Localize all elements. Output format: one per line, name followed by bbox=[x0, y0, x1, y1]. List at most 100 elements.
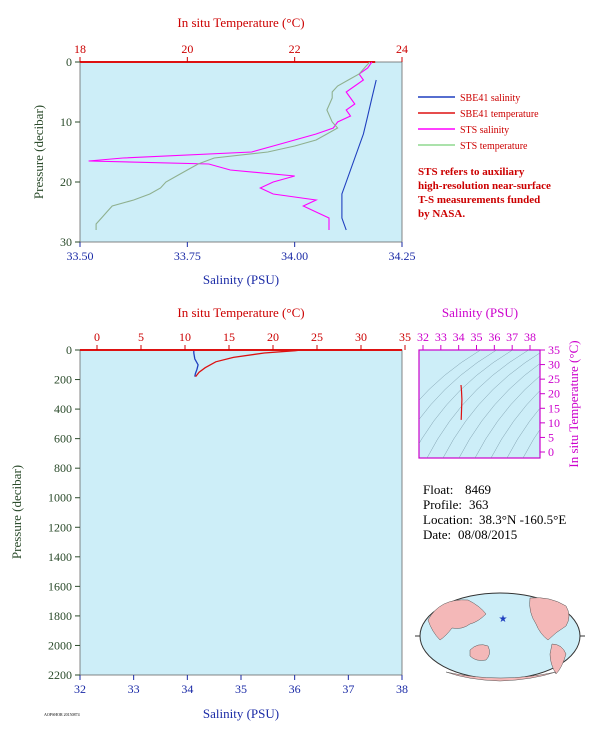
tick-label: 33.75 bbox=[174, 249, 201, 263]
ts-inset: Salinity (PSU) In situ Temperature (°C) … bbox=[417, 305, 601, 468]
tick-label: 30 bbox=[548, 358, 560, 372]
tick-label: 1800 bbox=[48, 609, 72, 623]
tick-label: 400 bbox=[54, 402, 72, 416]
tick-label: 30 bbox=[355, 330, 367, 344]
top-salinity-ticks: 33.50 33.75 34.00 34.25 bbox=[67, 242, 416, 263]
tick-label: 10 bbox=[179, 330, 191, 344]
map-land-south-america bbox=[549, 643, 567, 675]
top-salinity-axis-label: Salinity (PSU) bbox=[203, 272, 279, 287]
note-line-3: T-S measurements funded bbox=[418, 194, 540, 206]
tick-label: 0 bbox=[548, 445, 554, 459]
tick-label: 33 bbox=[128, 682, 140, 696]
profile-label: Profile: bbox=[423, 497, 462, 512]
profile-value: 363 bbox=[469, 497, 489, 512]
top-plot-series bbox=[80, 61, 377, 231]
top-pressure-axis-label: Pressure (decibar) bbox=[31, 105, 46, 199]
footer-code: AOPSHOR 20150874 bbox=[44, 712, 80, 717]
tick-label: 5 bbox=[548, 430, 554, 444]
series-line-sbe41-salinity bbox=[341, 79, 377, 231]
sts-note: STS refers to auxiliary high-resolution … bbox=[418, 166, 551, 220]
tick-label: 800 bbox=[54, 461, 72, 475]
top-temperature-ticks: 18 20 22 24 bbox=[74, 42, 408, 62]
bottom-chart: In situ Temperature (°C) Salinity (PSU) … bbox=[9, 305, 411, 721]
tick-label: 1000 bbox=[48, 491, 72, 505]
tick-label: 20 bbox=[267, 330, 279, 344]
density-contour bbox=[522, 428, 540, 458]
inset-temperature-axis-label: In situ Temperature (°C) bbox=[566, 340, 581, 467]
tick-label: 20 bbox=[60, 175, 72, 189]
tick-label: 20 bbox=[548, 387, 560, 401]
series-line-sts-salinity bbox=[88, 61, 373, 230]
tick-label: 2000 bbox=[48, 638, 72, 652]
tick-label: 24 bbox=[396, 42, 408, 56]
legend-label-sbe41-temperature: SBE41 temperature bbox=[460, 109, 539, 120]
tick-label: 15 bbox=[223, 330, 235, 344]
density-contour bbox=[506, 407, 540, 458]
tick-label: 1200 bbox=[48, 520, 72, 534]
tick-label: 38 bbox=[396, 682, 408, 696]
bottom-plot-series bbox=[80, 349, 402, 378]
tick-label: 33 bbox=[435, 330, 447, 344]
date-value: 08/08/2015 bbox=[458, 527, 517, 542]
density-contour bbox=[419, 350, 482, 401]
bottom-salinity-axis-label: Salinity (PSU) bbox=[203, 706, 279, 721]
legend-label-sbe41-salinity: SBE41 salinity bbox=[460, 93, 520, 104]
inset-salinity-axis-label: Salinity (PSU) bbox=[442, 305, 518, 320]
tick-label: 32 bbox=[74, 682, 86, 696]
tick-label: 10 bbox=[60, 115, 72, 129]
tick-label: 35 bbox=[548, 343, 560, 357]
tick-label: 36 bbox=[488, 330, 500, 344]
tick-label: 200 bbox=[54, 373, 72, 387]
note-line-1: STS refers to auxiliary bbox=[418, 166, 525, 178]
tick-label: 10 bbox=[548, 416, 560, 430]
tick-label: 34.00 bbox=[281, 249, 308, 263]
tick-label: 38 bbox=[524, 330, 536, 344]
tick-label: 34 bbox=[181, 682, 193, 696]
bottom-temperature-axis-label: In situ Temperature (°C) bbox=[177, 305, 304, 320]
float-location-star: ★ bbox=[499, 614, 508, 625]
tick-label: 20 bbox=[181, 42, 193, 56]
legend: SBE41 salinity SBE41 temperature STS sal… bbox=[418, 93, 539, 152]
tick-label: 0 bbox=[66, 55, 72, 69]
float-label: Float: bbox=[423, 482, 453, 497]
bottom-temperature-ticks: 0 5 10 15 20 25 30 35 bbox=[94, 330, 411, 350]
note-line-4: by NASA. bbox=[418, 208, 465, 220]
location-value: 38.3°N -160.5°E bbox=[479, 512, 566, 527]
bottom-pressure-ticks: 0 200 400 600 800 1000 1200 1400 1600 1800 2000 220… bbox=[48, 343, 80, 682]
map-land-antarctica bbox=[445, 671, 557, 682]
bottom-plot-area bbox=[79, 349, 403, 676]
density-contour bbox=[587, 340, 601, 458]
tick-label: 2200 bbox=[48, 668, 72, 682]
tick-label: 1600 bbox=[48, 579, 72, 593]
world-map: ★ bbox=[415, 592, 585, 682]
tick-label: 22 bbox=[289, 42, 301, 56]
tick-label: 0 bbox=[66, 343, 72, 357]
density-contour bbox=[426, 350, 530, 458]
bottom-pressure-axis-label: Pressure (decibar) bbox=[9, 465, 24, 559]
tick-label: 18 bbox=[74, 42, 86, 56]
tick-label: 35 bbox=[399, 330, 411, 344]
tick-label: 0 bbox=[94, 330, 100, 344]
inset-salinity-ticks: 32 33 34 35 36 37 38 bbox=[417, 330, 536, 350]
density-contour bbox=[442, 352, 540, 458]
tick-label: 1400 bbox=[48, 550, 72, 564]
tick-label: 30 bbox=[60, 235, 72, 249]
series-line-sbe41-temperature bbox=[195, 349, 302, 378]
top-pressure-ticks: 0 10 20 30 bbox=[60, 55, 80, 249]
density-contour bbox=[458, 363, 540, 458]
density-contour bbox=[490, 390, 540, 458]
tick-label: 34.25 bbox=[389, 249, 416, 263]
note-line-2: high-resolution near-surface bbox=[418, 180, 551, 192]
tick-label: 36 bbox=[289, 682, 301, 696]
tick-label: 32 bbox=[417, 330, 429, 344]
tick-label: 37 bbox=[342, 682, 354, 696]
density-contour bbox=[419, 350, 498, 420]
legend-label-sts-salinity: STS salinity bbox=[460, 125, 509, 136]
map-land-north-america bbox=[529, 597, 570, 641]
date-label: Date: bbox=[423, 527, 451, 542]
top-temperature-axis-label: In situ Temperature (°C) bbox=[177, 15, 304, 30]
tick-label: 15 bbox=[548, 401, 560, 415]
map-land-australia bbox=[469, 644, 490, 661]
legend-label-sts-temperature: STS temperature bbox=[460, 141, 528, 152]
